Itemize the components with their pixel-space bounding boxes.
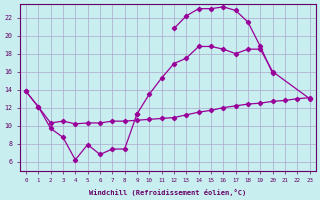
X-axis label: Windchill (Refroidissement éolien,°C): Windchill (Refroidissement éolien,°C) — [89, 189, 246, 196]
